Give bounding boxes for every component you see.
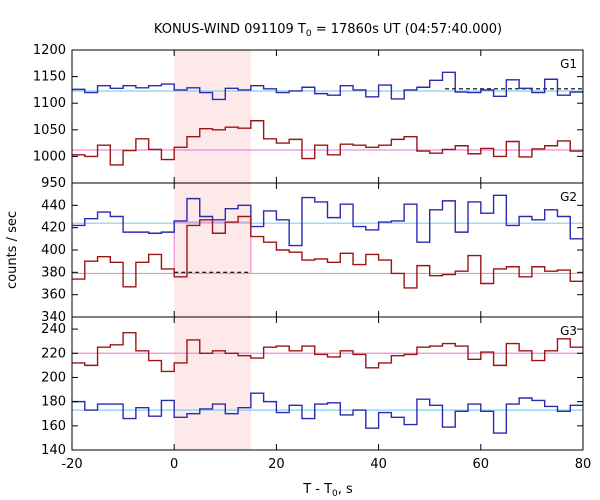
xtick-label: 80	[575, 457, 592, 472]
panel-g3-ytick-label: 200	[41, 370, 66, 385]
highlight-interval	[174, 50, 251, 450]
panel-g1-label: G1	[560, 57, 577, 71]
panel-g1-frame	[71, 49, 584, 184]
panel-g3-label: G3	[560, 324, 577, 338]
panel-g2-series-blue	[72, 194, 583, 247]
panel-g3-ytick-label: 160	[41, 419, 66, 434]
panel-g2-ytick-label: 360	[41, 288, 66, 303]
panel-g2-ytick-label: 440	[41, 198, 66, 213]
panel-g1-ytick-label: 1000	[33, 149, 66, 164]
panel-g3-ytick-label: 140	[41, 443, 66, 458]
chart-title: KONUS-WIND 091109 T0 = 17860s UT (04:57:…	[154, 22, 502, 39]
xtick-label: 0	[170, 457, 178, 472]
xtick-label: -20	[61, 457, 82, 472]
panel-g1-ytick-label: 950	[41, 176, 66, 191]
panel-g1-ytick-label: 1200	[33, 43, 66, 58]
panel-g1-ytick-label: 1150	[33, 70, 66, 85]
plot-area: 95010001050110011501200G1340360380400420…	[33, 43, 591, 472]
panel-g1-series-blue	[72, 71, 583, 101]
panel-g2-ytick-label: 340	[41, 310, 66, 325]
panel-g1-series-red	[72, 120, 583, 166]
panel-g1-ytick-label: 1100	[33, 96, 66, 111]
xtick-label: 20	[268, 457, 285, 472]
panel-g2-series-red	[72, 215, 583, 289]
panel-g3-series-red	[72, 332, 583, 373]
x-axis-label: T - T0, s	[302, 482, 353, 499]
panel-g3-ytick-label: 240	[41, 322, 66, 337]
panel-g3-frame	[71, 316, 584, 451]
panel-g2-label: G2	[560, 190, 577, 204]
panel-g2-ytick-label: 420	[41, 221, 66, 236]
panel-g1-ytick-label: 1050	[33, 123, 66, 138]
panel-g3-ytick-label: 220	[41, 346, 66, 361]
y-axis-label: counts / sec	[5, 211, 20, 289]
xtick-label: 40	[370, 457, 387, 472]
panel-g3-ytick-label: 180	[41, 395, 66, 410]
panel-g3-series-blue	[72, 392, 583, 434]
xtick-label: 60	[473, 457, 490, 472]
panel-g2-ytick-label: 380	[41, 265, 66, 280]
panel-g2-ytick-label: 400	[41, 243, 66, 258]
